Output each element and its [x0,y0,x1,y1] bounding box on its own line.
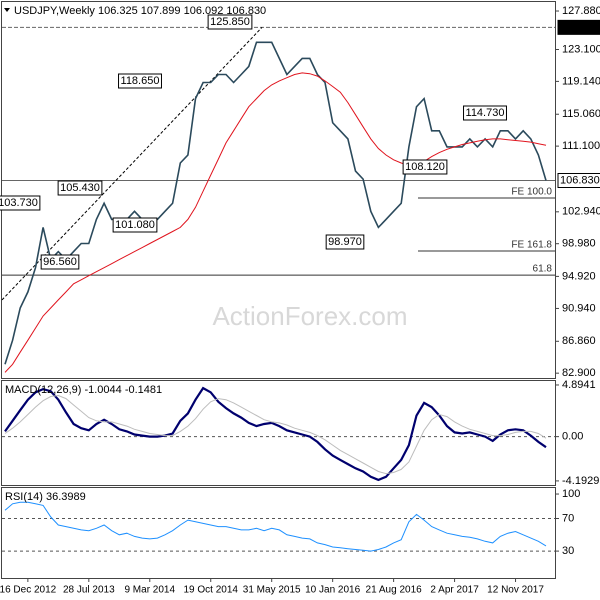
x-tick-label: 10 Jan 2016 [305,585,360,596]
panel-title: RSI(14) 36.3989 [5,491,86,503]
label: 108.120 [405,161,445,173]
y-tick-label: 86.860 [562,335,596,347]
y-tick-label: 90.940 [562,302,596,314]
x-tick-label: 19 Oct 2014 [183,585,238,596]
label-box [325,234,365,250]
label-box [463,105,507,121]
label-box [0,195,41,211]
x-tick-label: 9 Mar 2014 [124,585,175,596]
label-box [118,73,162,89]
panel-border [1,380,556,486]
x-tick-label: 31 May 2015 [243,585,301,596]
watermark: ActionForex.com [212,301,407,331]
panel-border [1,1,556,379]
y-tick-label: 30 [562,545,574,557]
label: 114.730 [466,107,505,119]
label: 105.430 [60,182,100,194]
x-tick-label: 21 Aug 2016 [366,585,423,596]
x-tick-label: 28 Jul 2013 [63,585,115,596]
level-label: FE 100.0 [511,187,552,198]
series-line [4,501,547,552]
y-tick-label: -4.1929 [562,475,599,487]
y-tick-label: 123.100 [562,43,600,55]
trendline [1,27,263,301]
level-label: FE 161.8 [511,240,552,251]
y-tick-label: 98.980 [562,238,596,250]
y-tick-label: 70 [562,512,574,524]
y-tick-label: 119.140 [562,75,600,87]
panel-border [1,487,556,579]
y-tick-label: 111.100 [562,140,600,152]
y-tick-label: 115.060 [562,108,600,120]
x-tick-label: 12 Nov 2017 [487,585,544,596]
y-tick-label: 0.00 [562,431,583,443]
y-tick-label: 4.8941 [562,379,596,391]
label: 101.080 [115,219,155,231]
y-tick-label: 127.880 [562,5,600,17]
panel-title: USDJPY,Weekly 106.325 107.899 106.092 10… [14,5,266,17]
x-tick-label: 16 Dec 2012 [0,585,57,596]
y-tick-label: 82.900 [562,367,596,379]
y-tick-label: 102.940 [562,206,600,218]
title-marker [4,8,10,12]
label-box [112,217,158,233]
series-line [4,72,547,373]
y-tick-label: 100 [562,488,580,500]
label: 98.970 [328,236,362,248]
label: 125.850 [210,16,250,28]
label: 125.850 [560,21,600,33]
label: 96.560 [43,256,77,268]
label-box [557,19,600,35]
x-tick-label: 2 Apr 2017 [430,585,479,596]
panel-title: MACD(12,26,9) -1.0044 -0.1481 [5,384,162,396]
level-label: 61.8 [533,264,553,275]
label: 103.730 [0,197,38,209]
label-box [57,180,103,196]
label-box [557,172,600,188]
label-box [402,159,448,175]
series-line [4,394,547,475]
label-box [207,14,253,30]
series-line [4,386,547,482]
label-box [40,254,80,270]
label: 106.830 [560,174,600,186]
y-tick-label: 94.920 [562,270,596,282]
label: 118.650 [121,75,160,87]
